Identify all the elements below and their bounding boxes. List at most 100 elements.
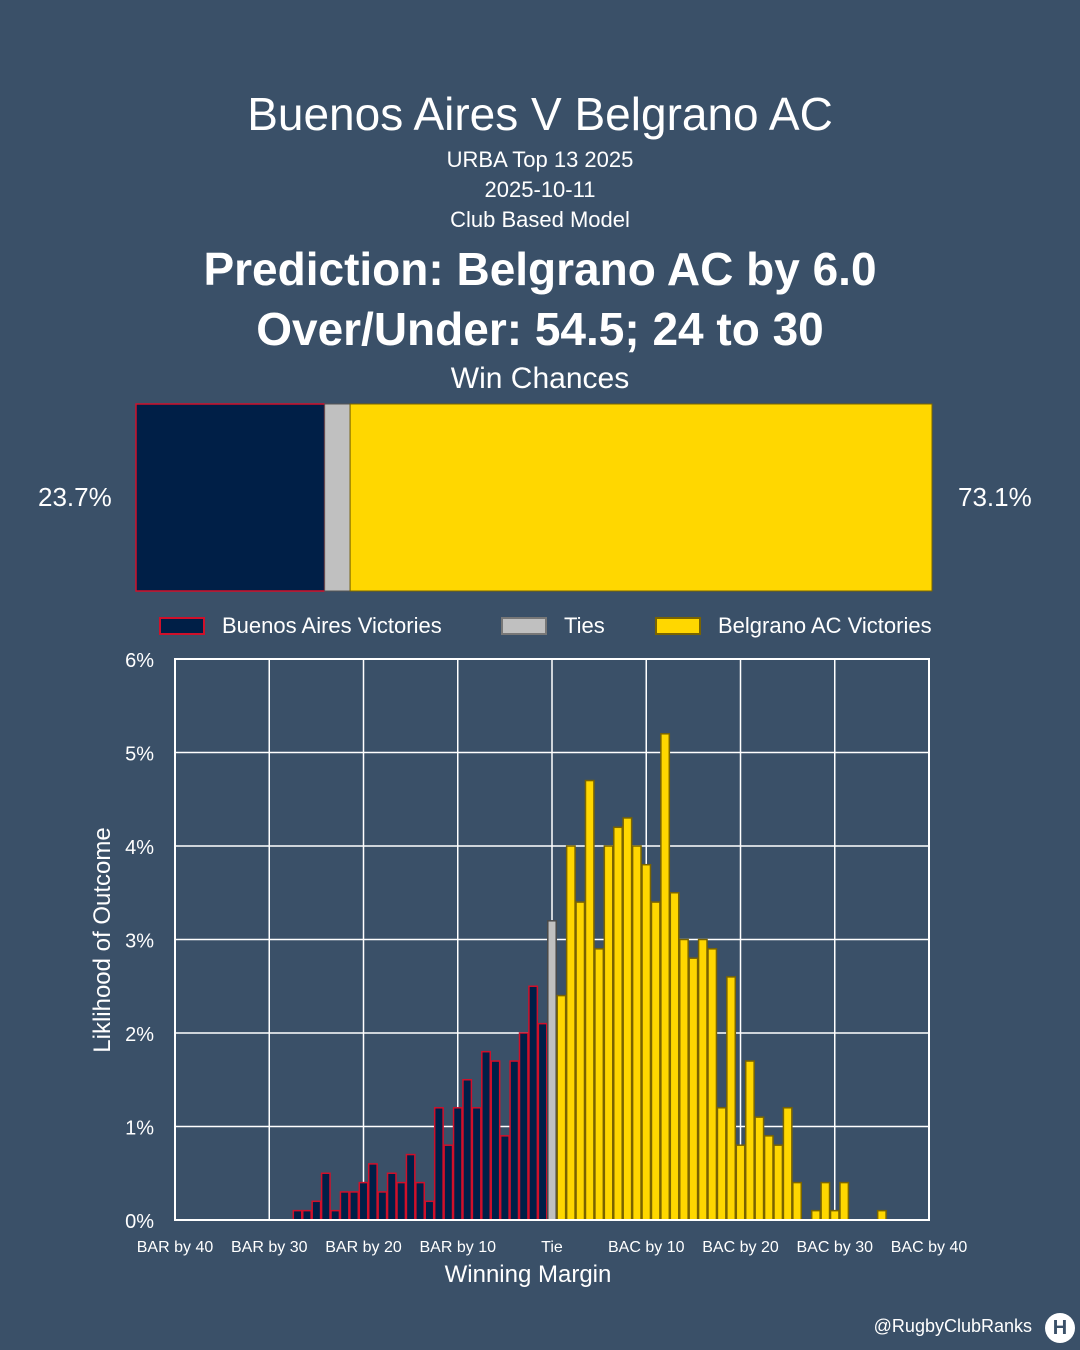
bar-belgrano [782, 1107, 793, 1221]
win-chances-label: Win Chances [450, 362, 630, 395]
bar-belgrano [594, 948, 605, 1221]
x-tick-label: BAR by 40 [137, 1239, 214, 1256]
win-chances-bar [135, 403, 933, 592]
tie-segment [324, 403, 351, 592]
bar-belgrano [575, 901, 586, 1221]
x-tick-label: Tie [541, 1239, 563, 1256]
bar-belgrano [603, 845, 614, 1221]
y-axis-ticks: 0% 1% 2% 3% 4% 5% 6% [125, 650, 154, 1233]
plot-frame [174, 658, 930, 1221]
bar-belgrano [556, 994, 567, 1221]
y-tick-label: 3% [125, 931, 154, 953]
y-tick-label: 6% [125, 650, 154, 672]
bar-buenos-aires [405, 1153, 416, 1221]
x-tick-label: BAR by 20 [325, 1239, 402, 1256]
bar-belgrano [716, 1107, 727, 1221]
bar-buenos-aires [462, 1079, 473, 1221]
bar-buenos-aires [349, 1191, 360, 1221]
bar-buenos-aires [452, 1107, 463, 1221]
bar-tie [547, 920, 557, 1221]
bar-belgrano [678, 938, 689, 1221]
bar-belgrano [660, 733, 671, 1221]
bar-belgrano [829, 1209, 840, 1221]
bar-belgrano [763, 1135, 774, 1221]
competition-label: URBA Top 13 2025 [446, 147, 634, 172]
bar-belgrano [613, 826, 623, 1221]
x-tick-label: BAR by 10 [420, 1239, 497, 1256]
bar-belgrano [697, 938, 708, 1221]
logo-icon: H [1045, 1313, 1075, 1343]
x-tick-label: BAC by 20 [702, 1239, 779, 1256]
bar-buenos-aires [499, 1135, 510, 1221]
legend-swatch-home [159, 617, 205, 635]
x-axis-label: Winning Margin [445, 1261, 612, 1288]
bar-buenos-aires [433, 1107, 444, 1221]
bar-buenos-aires [424, 1200, 435, 1221]
y-tick-label: 5% [125, 744, 154, 766]
bar-buenos-aires [396, 1181, 407, 1221]
away-win-segment [349, 403, 933, 592]
x-tick-label: BAC by 40 [891, 1239, 968, 1256]
legend-label-home: Buenos Aires Victories [222, 613, 442, 638]
bar-buenos-aires [311, 1200, 322, 1221]
bar-buenos-aires [320, 1172, 331, 1221]
legend-label-tie: Ties [564, 613, 605, 638]
bar-buenos-aires [367, 1163, 378, 1221]
y-axis-label: Liklihood of Outcome [89, 827, 116, 1052]
bar-belgrano [754, 1116, 765, 1221]
bar-buenos-aires [301, 1209, 312, 1221]
bar-belgrano [565, 845, 576, 1221]
bar-belgrano [726, 976, 737, 1221]
bar-buenos-aires [330, 1209, 341, 1221]
y-tick-label: 4% [125, 837, 154, 859]
bar-belgrano [839, 1181, 850, 1221]
bar-buenos-aires [292, 1209, 303, 1221]
bar-belgrano [688, 957, 699, 1221]
bar-belgrano [650, 901, 661, 1221]
bar-buenos-aires [377, 1191, 388, 1221]
x-tick-label: BAC by 30 [797, 1239, 874, 1256]
bar-belgrano [820, 1181, 831, 1221]
bar-buenos-aires [339, 1191, 350, 1221]
bar-buenos-aires [386, 1172, 397, 1221]
page-title: Buenos Aires V Belgrano AC [247, 88, 833, 140]
chart-legend: Buenos Aires Victories Ties Belgrano AC Vi… [159, 613, 932, 638]
bar-buenos-aires [528, 985, 539, 1221]
bar-belgrano [707, 948, 718, 1221]
bar-belgrano [735, 1144, 746, 1221]
home-win-segment [135, 403, 326, 592]
match-date: 2025-10-11 [484, 177, 596, 202]
bar-buenos-aires [490, 1060, 501, 1221]
bar-belgrano [641, 863, 652, 1221]
bar-belgrano [584, 779, 595, 1221]
bar-belgrano [744, 1060, 755, 1221]
bar-belgrano [792, 1181, 803, 1221]
prediction-headline: Prediction: Belgrano AC by 6.0 [203, 243, 877, 295]
bar-belgrano [810, 1209, 821, 1221]
y-tick-label: 2% [125, 1024, 154, 1046]
home-win-pct: 23.7% [38, 482, 112, 512]
legend-swatch-away [655, 617, 701, 635]
legend-label-away: Belgrano AC Victories [718, 613, 932, 638]
away-win-pct: 73.1% [958, 482, 1032, 512]
bar-buenos-aires [443, 1144, 454, 1221]
bar-belgrano [669, 892, 680, 1221]
bar-belgrano [622, 817, 633, 1221]
bar-belgrano [876, 1209, 887, 1221]
x-tick-label: BAR by 30 [231, 1239, 308, 1256]
over-under-headline: Over/Under: 54.5; 24 to 30 [256, 303, 824, 355]
bar-buenos-aires [509, 1060, 520, 1221]
bar-buenos-aires [415, 1181, 426, 1221]
y-tick-label: 1% [125, 1118, 154, 1140]
bar-buenos-aires [471, 1107, 482, 1221]
x-axis-ticks: BAR by 40 BAR by 30 BAR by 20 BAR by 10 Tie B… [137, 1239, 968, 1256]
bar-buenos-aires [537, 1022, 548, 1221]
twitter-handle: @RugbyClubRanks [873, 1316, 1032, 1336]
bar-buenos-aires [358, 1181, 369, 1221]
legend-swatch-tie [501, 617, 547, 635]
bar-buenos-aires [481, 1050, 491, 1221]
x-tick-label: BAC by 10 [608, 1239, 685, 1256]
bar-belgrano [631, 845, 642, 1221]
bar-belgrano [773, 1144, 784, 1221]
